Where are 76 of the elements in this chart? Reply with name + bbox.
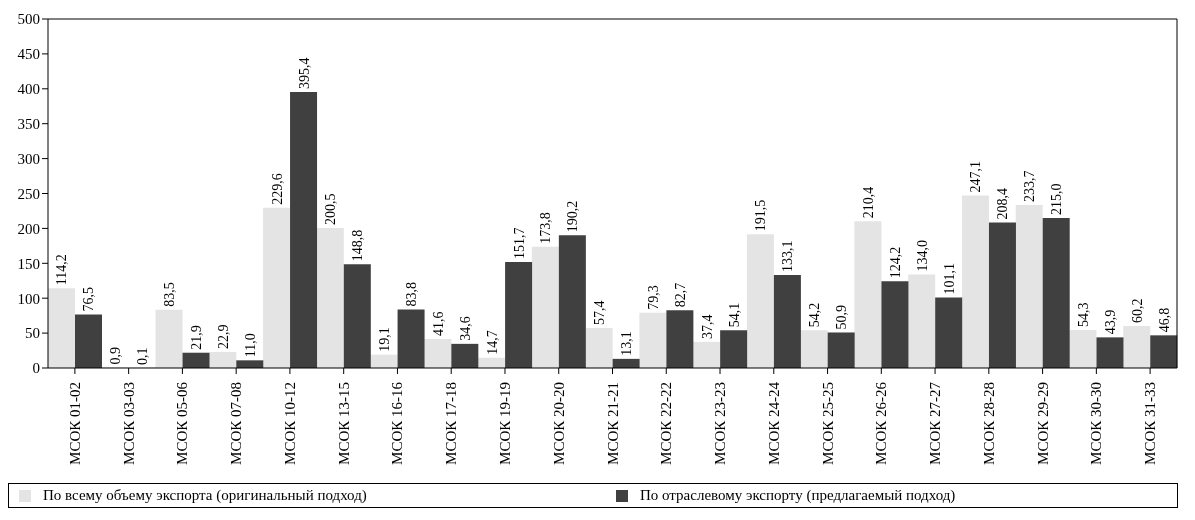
data-label: 247,1 <box>968 161 984 193</box>
y-tick-label: 400 <box>17 81 40 98</box>
data-label: 14,7 <box>484 330 500 355</box>
data-label: 0,9 <box>108 346 124 365</box>
data-label: 54,1 <box>726 302 742 328</box>
x-tick-label: МСОК 13-15 <box>335 382 352 465</box>
x-tick-label: МСОК 01-02 <box>66 382 83 465</box>
data-label: 22,9 <box>215 324 231 350</box>
x-tick-label: МСОК 26-26 <box>873 381 890 465</box>
x-tick-label: МСОК 19-19 <box>496 382 513 465</box>
data-label: 19,1 <box>377 327 393 352</box>
x-tick-label: МСОК 29-29 <box>1034 382 1051 465</box>
y-tick-label: 150 <box>17 255 40 272</box>
y-tick-label: 200 <box>17 220 40 237</box>
data-label: 57,4 <box>592 300 608 325</box>
data-label: 114,2 <box>54 254 70 286</box>
data-label: 76,5 <box>81 287 97 312</box>
data-label: 395,4 <box>296 57 312 90</box>
data-label: 229,6 <box>269 173 285 205</box>
data-label: 60,2 <box>1129 298 1145 323</box>
x-tick-label: МСОК 21-21 <box>604 382 621 465</box>
data-label: 21,9 <box>189 325 205 350</box>
data-label: 43,9 <box>1102 309 1118 335</box>
x-tick-label: МСОК 24-24 <box>765 381 782 465</box>
data-label: 79,3 <box>645 285 661 310</box>
data-label: 82,7 <box>672 282 688 308</box>
y-tick-label: 350 <box>17 116 40 133</box>
data-label: 148,8 <box>350 229 366 262</box>
data-label: 83,8 <box>404 282 420 307</box>
y-tick-label: 50 <box>25 325 40 342</box>
data-label: 190,2 <box>565 200 581 233</box>
y-tick-label: 0 <box>32 360 40 377</box>
y-tick-label: 450 <box>17 46 40 63</box>
data-label: 151,7 <box>511 227 527 260</box>
x-tick-label: МСОК 25-25 <box>819 382 836 465</box>
data-label: 173,8 <box>538 212 554 244</box>
data-label: 233,7 <box>1022 170 1038 202</box>
data-label: 83,5 <box>162 282 178 307</box>
data-label: 13,1 <box>619 331 635 356</box>
x-tick-label: МСОК 30-30 <box>1088 382 1105 465</box>
x-tick-label: МСОК 28-28 <box>980 382 997 465</box>
x-tick-label: МСОК 03-03 <box>120 382 137 465</box>
x-tick-label: МСОК 31-33 <box>1142 382 1159 465</box>
data-label: 133,1 <box>780 240 796 273</box>
data-label: 208,4 <box>995 188 1011 220</box>
x-tick-label: МСОК 23-23 <box>712 382 729 465</box>
y-tick-label: 300 <box>17 150 40 167</box>
data-label: 215,0 <box>1049 183 1065 215</box>
data-label: 124,2 <box>887 246 903 279</box>
data-label: 37,4 <box>699 314 715 339</box>
data-label: 200,5 <box>323 193 339 226</box>
y-tick-label: 250 <box>17 185 40 202</box>
data-label: 54,2 <box>807 302 823 328</box>
y-tick-label: 500 <box>17 11 40 28</box>
x-tick-label: МСОК 27-27 <box>927 381 944 465</box>
x-tick-label: МСОК 16-16 <box>389 381 406 465</box>
x-tick-label: МСОК 17-18 <box>443 382 460 465</box>
data-label: 54,3 <box>1075 302 1091 328</box>
legend-label: По отраслевому экспорту (предлагаемый подход) <box>639 487 956 504</box>
x-tick-label: МСОК 22-22 <box>658 382 675 465</box>
data-label: 0,1 <box>135 347 151 365</box>
data-label: 34,6 <box>457 316 473 341</box>
data-label: 134,0 <box>914 239 930 272</box>
data-label: 101,1 <box>941 262 957 295</box>
y-tick-label: 100 <box>17 290 40 307</box>
x-tick-label: МСОК 07-08 <box>228 382 245 465</box>
data-label: 41,6 <box>430 311 446 336</box>
data-label: 210,4 <box>860 186 876 219</box>
x-tick-label: МСОК 05-06 <box>174 381 191 465</box>
x-tick-label: МСОК 10-12 <box>281 382 298 465</box>
data-label: 46,8 <box>1156 307 1172 333</box>
data-label: 50,9 <box>834 304 850 330</box>
x-tick-label: МСОК 20-20 <box>550 382 567 465</box>
data-label: 11,0 <box>242 333 258 358</box>
data-label: 191,5 <box>753 199 769 232</box>
legend-label: По всему объему экспорта (оригинальный подход) <box>43 487 367 504</box>
